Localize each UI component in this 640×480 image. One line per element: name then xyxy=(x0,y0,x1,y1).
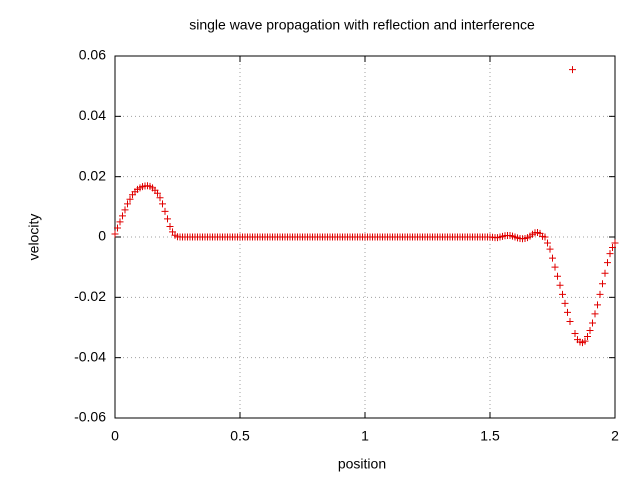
x-tick-label: 2 xyxy=(611,428,619,444)
point xyxy=(541,233,549,241)
point xyxy=(571,330,579,338)
y-tick-label: 0 xyxy=(98,228,106,244)
point xyxy=(156,194,164,202)
x-tick-label: 0 xyxy=(111,428,119,444)
point xyxy=(114,224,121,232)
point xyxy=(569,66,576,74)
point xyxy=(581,337,589,345)
chart-title: single wave propagation with reflection … xyxy=(189,17,535,33)
point xyxy=(611,239,619,247)
point xyxy=(599,280,606,288)
point xyxy=(111,230,119,238)
point xyxy=(596,290,604,298)
point xyxy=(119,212,126,220)
point xyxy=(604,259,611,267)
point xyxy=(154,189,161,197)
point xyxy=(554,272,561,280)
point xyxy=(556,281,564,289)
y-tick-label: 0.04 xyxy=(79,107,106,123)
point xyxy=(546,245,554,253)
point xyxy=(116,218,124,226)
point xyxy=(589,319,596,327)
point xyxy=(566,317,574,325)
point xyxy=(159,200,166,208)
point xyxy=(126,195,134,203)
point xyxy=(564,308,571,316)
point xyxy=(591,310,599,318)
point xyxy=(166,222,174,230)
x-axis-label: position xyxy=(338,456,386,472)
point xyxy=(551,263,559,271)
point xyxy=(594,301,601,309)
point xyxy=(121,206,129,214)
point xyxy=(559,290,566,298)
point xyxy=(161,207,169,215)
x-tick-label: 0.5 xyxy=(230,428,250,444)
point xyxy=(606,250,614,258)
point xyxy=(544,239,551,247)
y-tick-label: -0.02 xyxy=(74,288,106,304)
point xyxy=(164,215,171,223)
y-tick-label: 0.02 xyxy=(79,167,106,183)
y-tick-label: -0.04 xyxy=(74,348,106,364)
point xyxy=(124,200,131,208)
point xyxy=(584,333,591,341)
y-axis-label: velocity xyxy=(26,214,42,261)
point xyxy=(561,299,569,307)
y-tick-label: -0.06 xyxy=(74,409,106,425)
point xyxy=(549,254,556,262)
x-tick-label: 1 xyxy=(361,428,369,444)
point xyxy=(586,327,594,335)
point xyxy=(601,269,609,277)
x-tick-label: 1.5 xyxy=(480,428,500,444)
y-tick-label: 0.06 xyxy=(79,47,106,63)
point xyxy=(609,244,616,252)
